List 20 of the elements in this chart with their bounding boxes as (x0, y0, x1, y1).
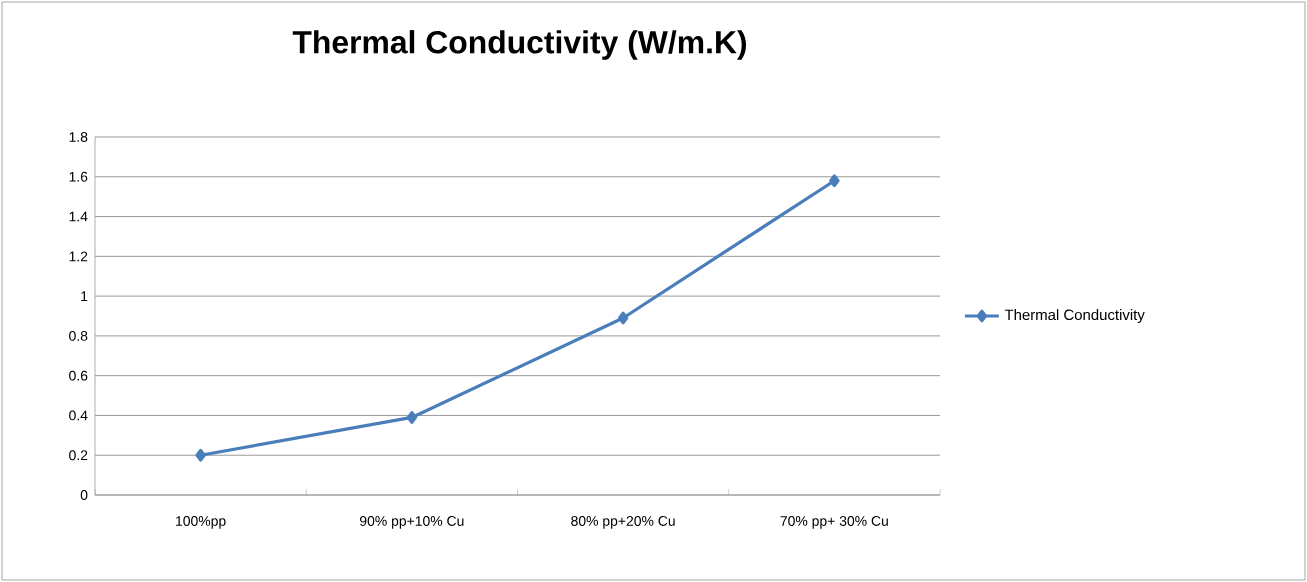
point (195, 448, 206, 462)
y-tick-label: 0.2 (69, 450, 88, 461)
chart-title: Thermal Conductivity (W/m.K) (292, 30, 747, 60)
x-tick-label: 80% pp+20% Cu (571, 516, 675, 529)
y-tick-label: 1.2 (69, 251, 88, 262)
y-tick-label: 0.4 (69, 410, 88, 421)
x-tick-label: 70% pp+ 30% Cu (780, 516, 888, 529)
legend-label: Thermal Conductivity (1004, 309, 1145, 324)
y-tick-label: 1 (81, 291, 88, 301)
y-tick-label: 1.8 (69, 132, 88, 142)
y-tick-label: 1.4 (69, 211, 88, 222)
point (406, 411, 418, 424)
y-tick-label: 0.6 (69, 370, 88, 381)
x-tick-label: 100%pp (176, 516, 226, 529)
x-tick-label: 90% pp+10% Cu (359, 516, 464, 529)
y-tick-label: 0 (80, 490, 88, 500)
y-tick-label: 1.6 (69, 171, 88, 182)
point (617, 311, 629, 325)
y-tick-label: 0.8 (69, 330, 88, 341)
point (829, 174, 840, 188)
